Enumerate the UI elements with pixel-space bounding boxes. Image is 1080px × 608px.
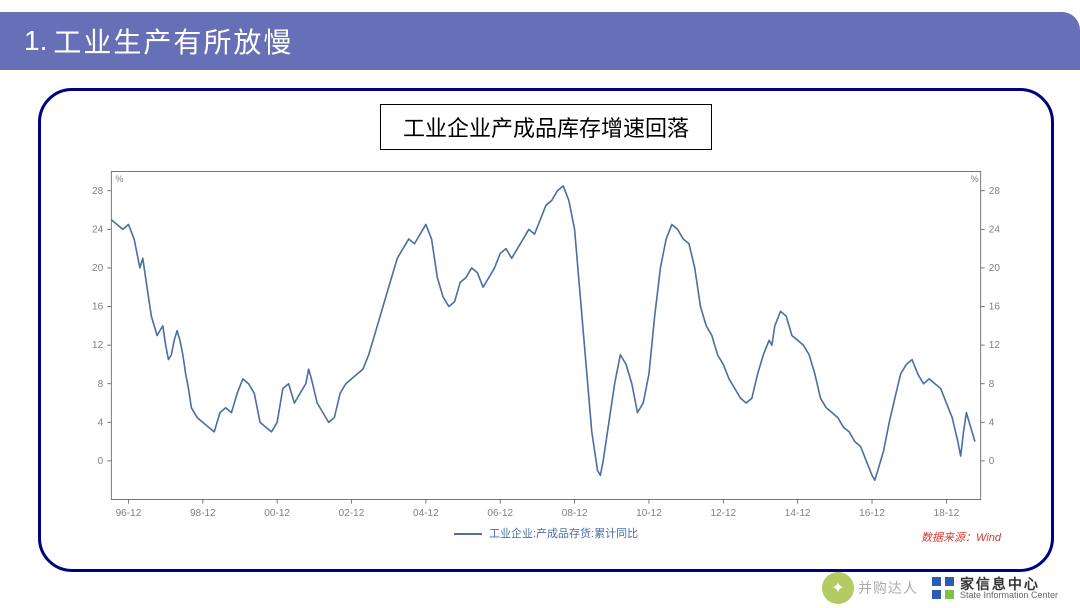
svg-text:20: 20 — [989, 263, 1001, 274]
svg-text:00-12: 00-12 — [264, 508, 290, 519]
section-number: 1. — [24, 25, 47, 57]
org-logo-block: 家信息中心 State Information Center — [932, 577, 1058, 600]
svg-text:28: 28 — [989, 186, 1001, 197]
watermark-icon: ✦ — [822, 572, 854, 604]
svg-text:06-12: 06-12 — [487, 508, 513, 519]
legend-swatch — [454, 533, 482, 535]
svg-text:8: 8 — [98, 379, 104, 390]
svg-text:96-12: 96-12 — [116, 508, 142, 519]
svg-text:98-12: 98-12 — [190, 508, 216, 519]
line-chart: 0 0 4 4 8 8 12 12 16 16 20 20 24 24 28 28%% 96-12 98-12 00… — [63, 157, 1029, 549]
svg-text:28: 28 — [92, 186, 104, 197]
org-name-en: State Information Center — [960, 591, 1058, 600]
watermark-text: 并购达人 — [858, 578, 918, 598]
svg-text:02-12: 02-12 — [339, 508, 365, 519]
legend-label: 工业企业:产成品存货:累计同比 — [489, 528, 638, 540]
svg-text:20: 20 — [92, 263, 104, 274]
svg-text:14-12: 14-12 — [785, 508, 811, 519]
svg-text:4: 4 — [989, 417, 995, 428]
svg-text:0: 0 — [98, 456, 104, 467]
svg-text:10-12: 10-12 — [636, 508, 662, 519]
svg-text:24: 24 — [989, 224, 1001, 235]
chart-legend: 工业企业:产成品存货:累计同比 — [63, 525, 1029, 541]
svg-text:12: 12 — [989, 340, 1001, 351]
svg-text:16: 16 — [92, 302, 104, 313]
title-banner: 1. 工业生产有所放慢 — [0, 12, 1080, 70]
svg-text:04-12: 04-12 — [413, 508, 439, 519]
svg-text:%: % — [115, 174, 123, 184]
org-logo-icon — [932, 577, 954, 599]
footer: ✦ 并购达人 家信息中心 State Information Center — [822, 572, 1058, 604]
svg-text:08-12: 08-12 — [562, 508, 588, 519]
section-title: 工业生产有所放慢 — [53, 21, 293, 61]
svg-text:12: 12 — [92, 340, 104, 351]
org-name-cn: 家信息中心 — [960, 577, 1058, 591]
chart-source: 数据来源：Wind — [921, 529, 1001, 545]
svg-text:16-12: 16-12 — [859, 508, 885, 519]
svg-text:12-12: 12-12 — [710, 508, 736, 519]
svg-text:0: 0 — [989, 456, 995, 467]
svg-text:%: % — [971, 174, 979, 184]
svg-text:24: 24 — [92, 224, 104, 235]
svg-text:8: 8 — [989, 379, 995, 390]
chart-title: 工业企业产成品库存增速回落 — [380, 104, 712, 150]
svg-text:16: 16 — [989, 302, 1001, 313]
svg-text:18-12: 18-12 — [934, 508, 960, 519]
content-frame: 工业企业产成品库存增速回落 0 0 4 4 8 8 12 12 16 16 20 20 24 24 28 28… — [38, 88, 1054, 572]
svg-text:4: 4 — [98, 417, 104, 428]
